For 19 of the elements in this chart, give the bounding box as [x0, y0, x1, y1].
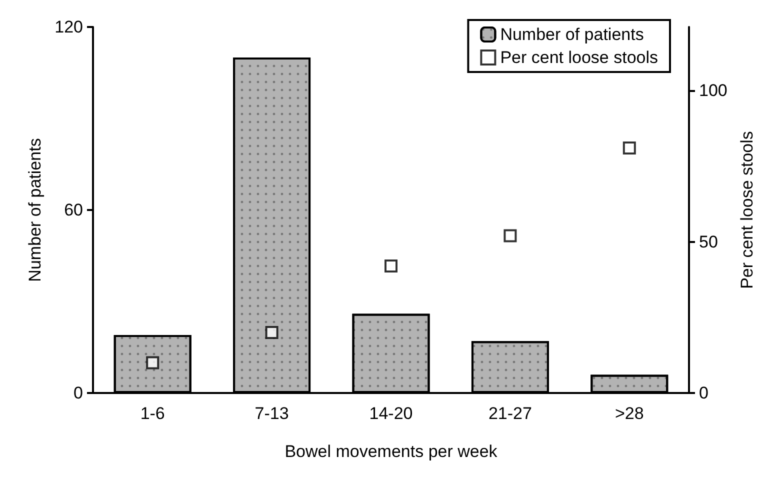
y-axis-title: Number of patients	[26, 138, 45, 282]
x-tick-label: >28	[614, 404, 644, 423]
x-axis-title: Bowel movements per week	[284, 442, 498, 461]
y2-tick-label: 0	[699, 384, 708, 402]
point	[265, 326, 278, 340]
y-tick-label: 0	[74, 384, 83, 402]
x-tick-label: 7-13	[254, 404, 289, 423]
x-tick-label: 1-6	[140, 404, 165, 423]
x-tick-label: 14-20	[369, 404, 413, 423]
legend-label: Per cent loose stools	[500, 48, 658, 67]
y2-tick-label: 100	[699, 81, 728, 100]
y-tick-label: 60	[64, 200, 83, 220]
y-tick-label: 120	[54, 18, 83, 36]
point	[146, 356, 160, 370]
x-tick-label: 21-27	[488, 404, 532, 423]
y2-tick-label: 50	[699, 232, 718, 252]
legend-label: Number of patients	[500, 25, 644, 44]
y2-axis-title: Per cent loose stools	[737, 131, 756, 289]
point	[504, 229, 517, 242]
